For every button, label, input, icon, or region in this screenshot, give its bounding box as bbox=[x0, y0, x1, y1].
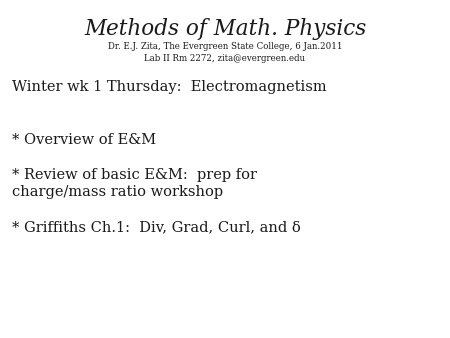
Text: charge/mass ratio workshop: charge/mass ratio workshop bbox=[12, 185, 223, 199]
Text: * Review of basic E&M:  prep for: * Review of basic E&M: prep for bbox=[12, 168, 257, 182]
Text: Lab II Rm 2272, zita@evergreen.edu: Lab II Rm 2272, zita@evergreen.edu bbox=[144, 54, 306, 63]
Text: Dr. E.J. Zita, The Evergreen State College, 6 Jan.2011: Dr. E.J. Zita, The Evergreen State Colle… bbox=[108, 42, 342, 51]
Text: * Griffiths Ch.1:  Div, Grad, Curl, and δ: * Griffiths Ch.1: Div, Grad, Curl, and δ bbox=[12, 220, 301, 234]
Text: Methods of Math. Physics: Methods of Math. Physics bbox=[84, 18, 366, 40]
Text: Winter wk 1 Thursday:  Electromagnetism: Winter wk 1 Thursday: Electromagnetism bbox=[12, 80, 327, 94]
Text: * Overview of E&M: * Overview of E&M bbox=[12, 133, 156, 147]
